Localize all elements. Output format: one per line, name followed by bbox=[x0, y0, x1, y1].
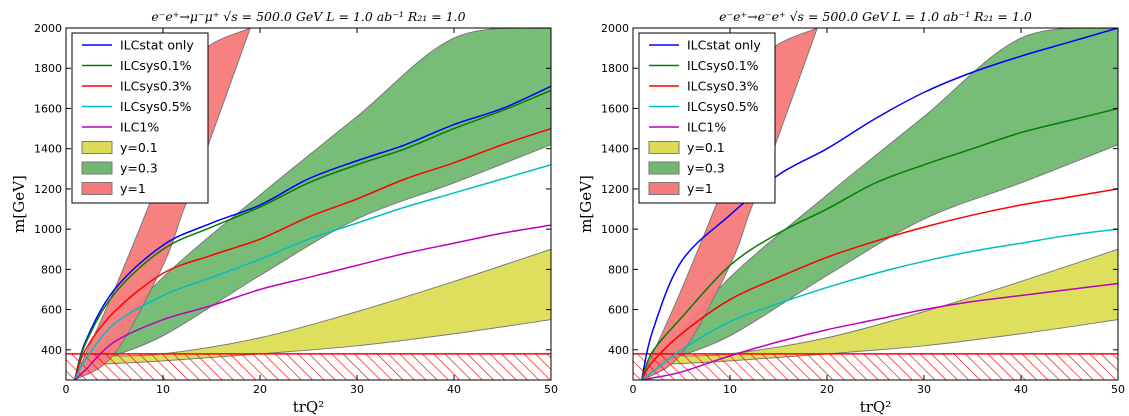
legend-swatch-y-1 bbox=[648, 182, 680, 195]
y-tick-label: 400 bbox=[41, 344, 62, 357]
excluded-region-hatch bbox=[66, 353, 551, 380]
legend-label-y-1: y=1 bbox=[120, 181, 146, 196]
y-tick-label: 1800 bbox=[34, 62, 62, 75]
legend-label-ilcsys0-3: ILCsys0.3% bbox=[687, 79, 759, 94]
y-tick-label: 1400 bbox=[34, 143, 62, 156]
y-tick-label: 1000 bbox=[34, 223, 62, 236]
x-tick-label: 20 bbox=[253, 383, 267, 396]
legend-label-ilcsys0-1: ILCsys0.1% bbox=[120, 58, 192, 73]
x-tick-label: 10 bbox=[156, 383, 170, 396]
legend-box bbox=[638, 32, 776, 204]
y-tick-label: 1200 bbox=[34, 183, 62, 196]
series-line-ilcsys0-5 bbox=[74, 164, 551, 380]
chart-panel-1: 0 10 20 30 40 50 400 600 800 1000 1200 1400 1600 1800… bbox=[10, 9, 558, 416]
x-axis-label: trQ² bbox=[293, 398, 325, 416]
plot-frame bbox=[632, 27, 1119, 381]
plot-frame bbox=[65, 27, 552, 381]
legend-label-ilcsys0-3: ILCsys0.3% bbox=[120, 79, 192, 94]
x-tick-label: 10 bbox=[723, 383, 737, 396]
legend-label-ilc1: ILC1% bbox=[120, 120, 159, 135]
legend: ILCstat only ILCsys0.1% ILCsys0.3% ILCsys0.… bbox=[638, 32, 776, 204]
series-line-ilcsys0-1 bbox=[74, 89, 551, 380]
chart-title: e⁻e⁺→μ⁻μ⁺ √s = 500.0 GeV L = 1.0 ab⁻¹ R₂… bbox=[151, 9, 465, 24]
legend-label-ilcstat-only: ILCstat only bbox=[120, 38, 194, 53]
x-tick-label: 30 bbox=[917, 383, 931, 396]
legend-label-y-0-1: y=0.1 bbox=[120, 140, 158, 155]
series-line-ilcstat-only bbox=[640, 28, 1118, 380]
x-tick-label: 30 bbox=[350, 383, 364, 396]
y-tick-label: 800 bbox=[41, 263, 62, 276]
x-tick-label: 40 bbox=[447, 383, 461, 396]
legend-swatch-y-0-3 bbox=[81, 161, 113, 175]
x-tick-label: 0 bbox=[630, 383, 637, 396]
series-line-ilcsys0-1 bbox=[641, 107, 1118, 380]
excluded-region-hatch bbox=[633, 353, 1118, 380]
legend-swatch-y-0-1 bbox=[648, 141, 680, 154]
x-tick-label: 20 bbox=[820, 383, 834, 396]
series-line-ilcsys0-3 bbox=[74, 127, 551, 380]
y-tick-label: 400 bbox=[608, 344, 629, 357]
y-tick-label: 1600 bbox=[34, 102, 62, 115]
legend-label-y-0-3: y=0.3 bbox=[120, 161, 158, 176]
y-tick-label: 1800 bbox=[601, 62, 629, 75]
x-tick-label: 50 bbox=[544, 383, 558, 396]
legend-label-y-1: y=1 bbox=[687, 181, 713, 196]
legend-label-ilcsys0-5: ILCsys0.5% bbox=[687, 99, 759, 114]
y-tick-label: 800 bbox=[608, 263, 629, 276]
y-axis-label: m[GeV] bbox=[10, 175, 28, 233]
legend-label-y-0-3: y=0.3 bbox=[687, 161, 725, 176]
legend: ILCstat only ILCsys0.1% ILCsys0.3% ILCsys0.… bbox=[71, 32, 209, 204]
y-tick-label: 1000 bbox=[601, 223, 629, 236]
series-line-ilcstat-only bbox=[74, 85, 551, 380]
x-tick-label: 40 bbox=[1014, 383, 1028, 396]
y-axis-label: m[GeV] bbox=[577, 175, 595, 233]
y-tick-label: 1600 bbox=[601, 102, 629, 115]
x-tick-label: 50 bbox=[1111, 383, 1125, 396]
legend-swatch-y-0-1 bbox=[81, 141, 113, 154]
plot-content bbox=[66, 28, 551, 380]
series-line-ilc1 bbox=[74, 224, 551, 380]
legend-box bbox=[71, 32, 209, 204]
x-axis-label: trQ² bbox=[860, 398, 892, 416]
legend-label-ilcsys0-1: ILCsys0.1% bbox=[687, 58, 759, 73]
chart-title: e⁻e⁺→e⁻e⁺ √s = 500.0 GeV L = 1.0 ab⁻¹ R₂… bbox=[719, 9, 1032, 24]
legend-swatch-y-1 bbox=[81, 182, 113, 195]
y-tick-label: 1400 bbox=[601, 143, 629, 156]
series-line-ilcsys0-5 bbox=[641, 228, 1118, 380]
legend-label-ilc1: ILC1% bbox=[687, 120, 726, 135]
chart-panel-2: 0 10 20 30 40 50 400 600 800 1000 1200 1400 1600 1800… bbox=[577, 9, 1125, 416]
series-line-ilcsys0-3 bbox=[641, 188, 1118, 380]
y-tick-label: 1200 bbox=[601, 183, 629, 196]
legend-label-ilcstat-only: ILCstat only bbox=[687, 38, 761, 53]
x-tick-label: 0 bbox=[63, 383, 70, 396]
series-line-ilc1 bbox=[641, 282, 1118, 380]
y-tick-label: 2000 bbox=[601, 22, 629, 35]
legend-swatch-y-0-3 bbox=[648, 161, 680, 175]
legend-label-ilcsys0-5: ILCsys0.5% bbox=[120, 99, 192, 114]
y-tick-label: 600 bbox=[608, 304, 629, 317]
y-tick-label: 2000 bbox=[34, 22, 62, 35]
y-tick-label: 600 bbox=[41, 304, 62, 317]
legend-label-y-0-1: y=0.1 bbox=[687, 140, 725, 155]
